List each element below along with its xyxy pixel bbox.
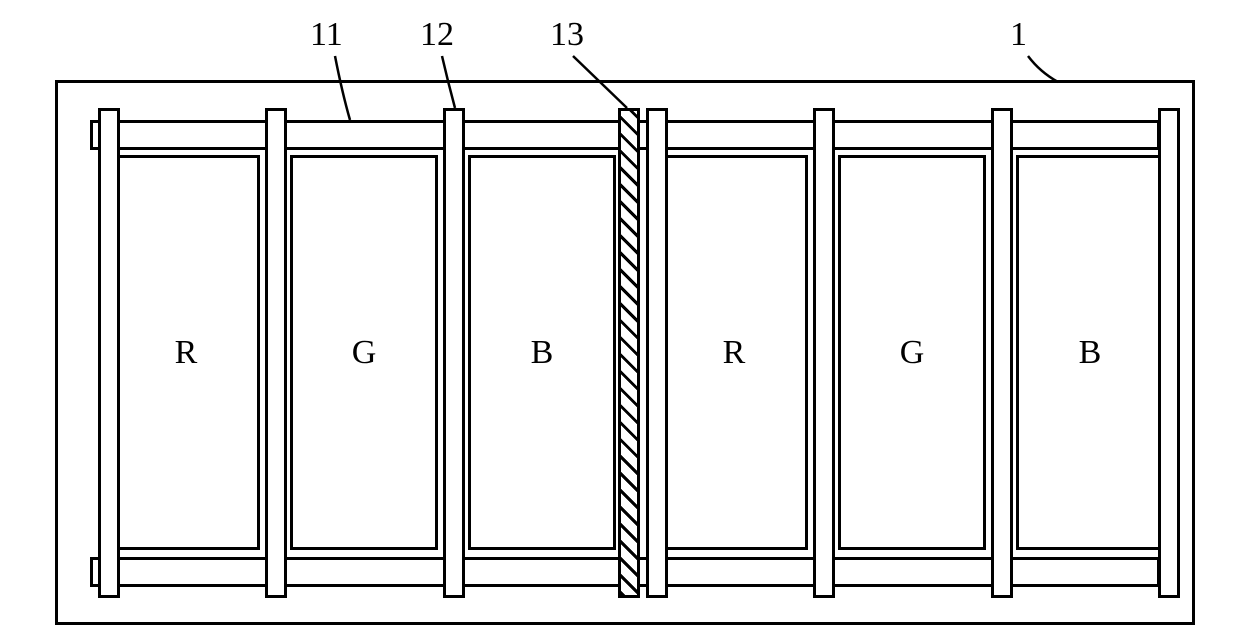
subpixel-label: G xyxy=(352,334,377,372)
subpixel-label: G xyxy=(900,334,925,372)
subpixel-label: B xyxy=(531,334,554,372)
subpixel-b-1: B xyxy=(468,155,616,550)
callout-label-1: 1 xyxy=(1010,16,1027,54)
data-line xyxy=(265,108,287,598)
diagram-canvas: R G B R G B 11 12 13 1 xyxy=(0,0,1240,635)
data-line xyxy=(98,108,120,598)
callout-label-11: 11 xyxy=(310,16,343,54)
subpixel-g-2: G xyxy=(838,155,986,550)
subpixel-r-1: R xyxy=(112,155,260,550)
subpixel-r-2: R xyxy=(660,155,808,550)
data-line xyxy=(813,108,835,598)
subpixel-label: R xyxy=(723,334,746,372)
data-line xyxy=(646,108,668,598)
subpixel-b-2: B xyxy=(1016,155,1164,550)
hatched-line xyxy=(618,108,640,598)
callout-line-1 xyxy=(1028,56,1058,82)
data-line xyxy=(991,108,1013,598)
subpixel-label: R xyxy=(175,334,198,372)
data-line xyxy=(443,108,465,598)
subpixel-label: B xyxy=(1079,334,1102,372)
callout-label-13: 13 xyxy=(550,16,584,54)
callout-label-12: 12 xyxy=(420,16,454,54)
data-line xyxy=(1158,108,1180,598)
subpixel-g-1: G xyxy=(290,155,438,550)
